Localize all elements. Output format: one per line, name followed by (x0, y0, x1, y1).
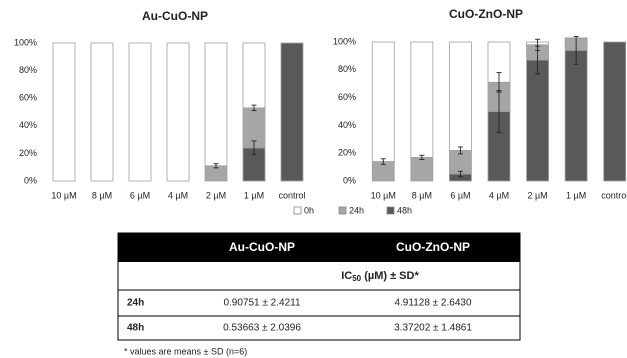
x-tick-label: 6 µM (450, 190, 470, 200)
subheader-subscript: 50 (352, 274, 361, 283)
x-tick-label: 10 µM (51, 190, 76, 200)
table-row-label: 48h (127, 323, 144, 334)
error-bar (251, 140, 257, 156)
x-tick-label: 4 µM (168, 190, 188, 200)
y-tick-label: 0% (24, 175, 37, 185)
bar-segment (449, 41, 472, 151)
table-subheader: IC50 (µM) ± SD* (341, 270, 419, 283)
footnote: * values are means ± SD (n=6) (124, 346, 247, 356)
x-tick-label: 8 µM (412, 190, 432, 200)
table-cell: 3.37202 ± 1.4861 (394, 323, 472, 334)
legend-swatch (293, 206, 302, 215)
x-tick-label: 10 µM (371, 190, 396, 200)
y-tick-label: 20% (19, 148, 37, 158)
table-border (117, 232, 521, 341)
bar-segment (410, 156, 434, 182)
bar-segment (90, 42, 114, 182)
x-tick-label: 2 µM (527, 190, 547, 200)
x-tick-label: 4 µM (489, 190, 509, 200)
bar-segment (242, 42, 266, 109)
x-tick-label: 8 µM (92, 190, 112, 200)
legend-label: 48h (397, 205, 412, 215)
y-tick-label: 60% (338, 92, 356, 102)
error-bar (419, 154, 425, 160)
y-tick-label: 20% (338, 148, 356, 158)
y-tick-label: 40% (338, 120, 356, 130)
y-tick-label: 80% (19, 65, 37, 75)
bar-segment (526, 59, 549, 182)
error-bar (496, 72, 502, 93)
x-tick-label: 2 µM (206, 190, 226, 200)
error-bar (535, 38, 541, 51)
table-row-label: 24h (127, 298, 144, 309)
error-bar (457, 170, 463, 178)
error-bar (213, 163, 219, 169)
table-cell: 0.53663 ± 2.0396 (223, 323, 301, 334)
x-tick-label: 6 µM (130, 190, 150, 200)
bar-segment (128, 42, 152, 182)
bar-segment (564, 49, 588, 182)
bar-segment (204, 42, 228, 167)
bar-segment (410, 41, 434, 158)
error-bar (573, 35, 579, 65)
x-tick-label: 1 µM (244, 190, 264, 200)
legend-swatch (386, 206, 395, 215)
x-tick-label: 1 µM (566, 190, 586, 200)
bar-segment (280, 42, 304, 182)
x-tick-label: control (278, 190, 305, 200)
y-tick-label: 0% (343, 175, 356, 185)
y-tick-label: 80% (338, 64, 356, 74)
chart-title: Au-CuO-NP (142, 9, 208, 23)
y-tick-label: 60% (19, 93, 37, 103)
y-tick-label: 40% (19, 120, 37, 130)
subheader-main: IC (341, 270, 352, 282)
error-bar (457, 146, 463, 155)
x-tick-label: control (601, 190, 627, 200)
legend-swatch (338, 206, 347, 215)
y-tick-label: 100% (14, 37, 37, 47)
error-bar (251, 104, 257, 112)
bar-segment (603, 41, 627, 182)
bar-segment (52, 42, 76, 182)
table-column-header: CuO-ZnO-NP (396, 240, 470, 254)
subheader-rest: (µM) ± SD* (361, 270, 419, 282)
y-tick-label: 100% (333, 36, 356, 46)
legend-label: 0h (304, 205, 314, 215)
table-cell: 4.91128 ± 2.6430 (394, 298, 471, 309)
table-header-bg (118, 233, 520, 262)
table-column-header: Au-CuO-NP (229, 240, 295, 254)
bar-segment (371, 41, 395, 162)
bar-segment (166, 42, 190, 182)
legend-label: 24h (349, 205, 364, 215)
table-cell: 0.90751 ± 2.4211 (223, 298, 300, 309)
chart-title: CuO-ZnO-NP (449, 7, 523, 21)
error-bar (380, 158, 386, 165)
